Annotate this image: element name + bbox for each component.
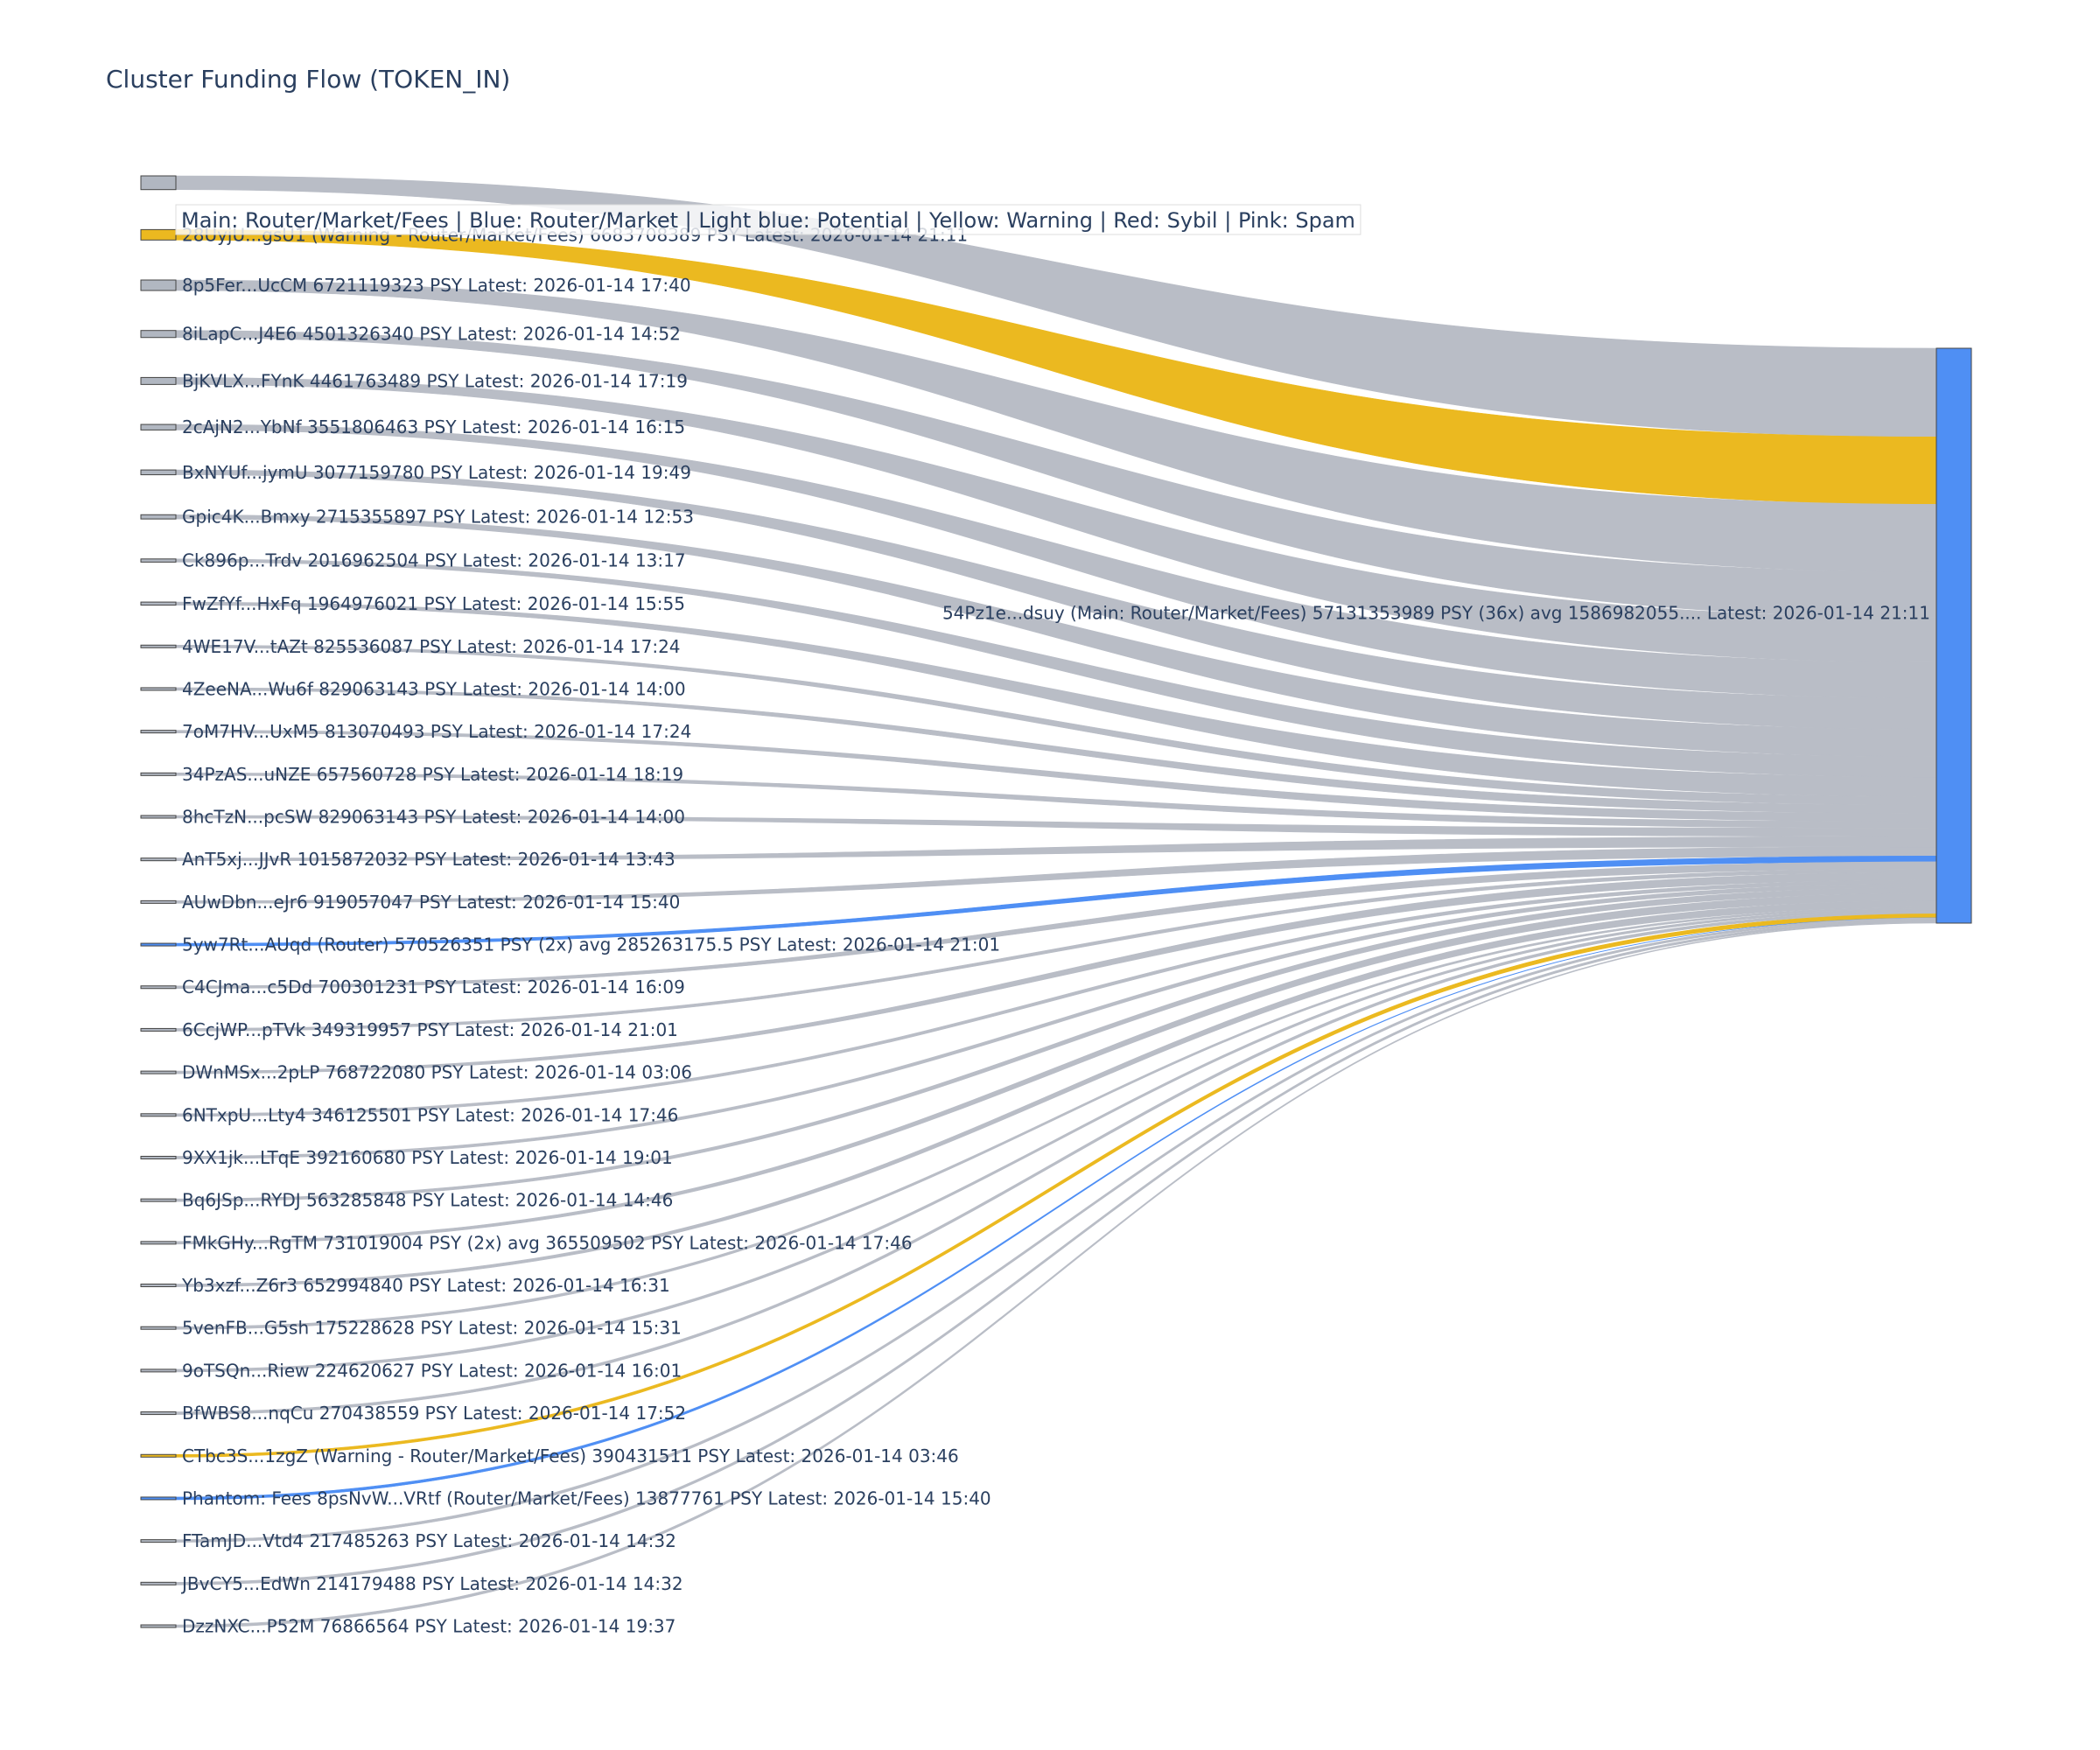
- source-node-label: 8iLapC...J4E6 4501326340 PSY Latest: 202…: [182, 324, 681, 345]
- source-node[interactable]: [140, 900, 177, 904]
- source-node[interactable]: [140, 1155, 177, 1159]
- source-node[interactable]: [140, 687, 177, 691]
- sankey-nodes: [140, 175, 1972, 1628]
- source-node-label: JBvCY5...EdWn 214179488 PSY Latest: 2026…: [180, 1573, 683, 1594]
- source-node[interactable]: [140, 1284, 177, 1288]
- source-node[interactable]: [140, 1453, 177, 1458]
- source-node-label: Gpic4K...Bmxy 2715355897 PSY Latest: 202…: [182, 507, 694, 528]
- source-node[interactable]: [140, 175, 177, 191]
- source-node[interactable]: [140, 1624, 177, 1628]
- source-node[interactable]: [140, 1113, 177, 1117]
- source-node[interactable]: [140, 424, 177, 430]
- source-node-label: 9oTSQn...Riew 224620627 PSY Latest: 2026…: [182, 1360, 682, 1381]
- source-node[interactable]: [140, 644, 177, 648]
- legend: Main: Router/Market/Fees | Blue: Router/…: [175, 204, 1362, 235]
- source-node-label: 6CcjWP...pTVk 349319957 PSY Latest: 2026…: [182, 1019, 678, 1040]
- source-node-label: AnT5xj...JJvR 1015872032 PSY Latest: 202…: [182, 849, 676, 870]
- source-node-label: AUwDbn...eJr6 919057047 PSY Latest: 2026…: [182, 892, 680, 913]
- source-node[interactable]: [140, 1027, 177, 1032]
- source-node[interactable]: [140, 1411, 177, 1416]
- source-node[interactable]: [140, 279, 177, 291]
- source-node-label: Phantom: Fees 8psNvW...VRtf (Router/Mark…: [182, 1488, 991, 1508]
- source-node-label: BxNYUf...jymU 3077159780 PSY Latest: 202…: [182, 462, 691, 483]
- source-node[interactable]: [140, 815, 177, 819]
- source-node[interactable]: [140, 1368, 177, 1373]
- source-node[interactable]: [140, 1581, 177, 1586]
- source-node-label: 9XX1jk...LTqE 392160680 PSY Latest: 2026…: [182, 1147, 673, 1168]
- source-node-label: 34PzAS...uNZE 657560728 PSY Latest: 2026…: [182, 764, 683, 785]
- source-node[interactable]: [140, 942, 177, 947]
- source-node[interactable]: [140, 1539, 177, 1544]
- target-node-label: 54Pz1e...dsuy (Main: Router/Market/Fees)…: [942, 603, 1930, 624]
- sankey-labels: 28UyjU...gsU1 (Warning - Router/Market/F…: [180, 224, 1930, 1636]
- source-node-label: CTbc3S...1zgZ (Warning - Router/Market/F…: [182, 1446, 959, 1466]
- target-node[interactable]: [1936, 347, 1972, 924]
- legend-text: Main: Router/Market/Fees | Blue: Router/…: [181, 208, 1355, 233]
- source-node-label: 5venFB...G5sh 175228628 PSY Latest: 2026…: [182, 1318, 682, 1339]
- source-node[interactable]: [140, 772, 177, 776]
- source-node[interactable]: [140, 858, 177, 862]
- source-node[interactable]: [140, 514, 177, 520]
- source-node-label: 6NTxpU...Lty4 346125501 PSY Latest: 2026…: [182, 1104, 678, 1125]
- source-node-label: FTamJD...Vtd4 217485263 PSY Latest: 2026…: [182, 1530, 676, 1551]
- source-node-label: 4WE17V...tAZt 825536087 PSY Latest: 2026…: [182, 636, 681, 657]
- source-node-label: DzzNXC...P52M 76866564 PSY Latest: 2026-…: [182, 1616, 676, 1637]
- source-node-label: FMkGHy...RgTM 731019004 PSY (2x) avg 365…: [182, 1232, 913, 1253]
- source-node-label: FwZfYf...HxFq 1964976021 PSY Latest: 202…: [182, 593, 685, 614]
- source-node-label: 8hcTzN...pcSW 829063143 PSY Latest: 2026…: [182, 807, 685, 828]
- source-node-label: DWnMSx...2pLP 768722080 PSY Latest: 2026…: [182, 1062, 692, 1083]
- source-node[interactable]: [140, 1326, 177, 1330]
- source-node[interactable]: [140, 558, 177, 563]
- source-node-label: 4ZeeNA...Wu6f 829063143 PSY Latest: 2026…: [182, 678, 686, 699]
- legend-box: [175, 204, 1362, 235]
- source-node[interactable]: [140, 985, 177, 990]
- source-node-label: BjKVLX...FYnK 4461763489 PSY Latest: 202…: [182, 370, 688, 391]
- chart-title: Cluster Funding Flow (TOKEN_IN): [106, 65, 510, 94]
- source-node-label: Yb3xzf...Z6r3 652994840 PSY Latest: 2026…: [181, 1275, 670, 1296]
- source-node[interactable]: [140, 1198, 177, 1202]
- source-node[interactable]: [140, 1070, 177, 1074]
- sankey-links: [175, 175, 1937, 1628]
- source-node-label: 7oM7HV...UxM5 813070493 PSY Latest: 2026…: [182, 721, 691, 742]
- source-node-label: Bq6JSp...RYDJ 563285848 PSY Latest: 2026…: [182, 1190, 673, 1211]
- source-node[interactable]: [140, 1241, 177, 1245]
- source-node-label: C4CJma...c5Dd 700301231 PSY Latest: 2026…: [182, 976, 685, 998]
- source-node[interactable]: [140, 376, 177, 385]
- source-node-label: 2cAjN2...YbNf 3551806463 PSY Latest: 202…: [182, 416, 685, 438]
- source-node[interactable]: [140, 228, 177, 241]
- source-node-label: Ck896p...Trdv 2016962504 PSY Latest: 202…: [182, 550, 686, 571]
- source-node-label: 5yw7Rt...AUqd (Router) 570526351 PSY (2x…: [182, 934, 1000, 956]
- source-node[interactable]: [140, 1496, 177, 1501]
- source-node[interactable]: [140, 469, 177, 476]
- source-node[interactable]: [140, 730, 177, 734]
- source-node[interactable]: [140, 330, 177, 339]
- source-node-label: 8p5Fer...UcCM 6721119323 PSY Latest: 202…: [182, 275, 691, 296]
- source-node[interactable]: [140, 601, 177, 606]
- source-node-label: BfWBS8...nqCu 270438559 PSY Latest: 2026…: [182, 1403, 686, 1424]
